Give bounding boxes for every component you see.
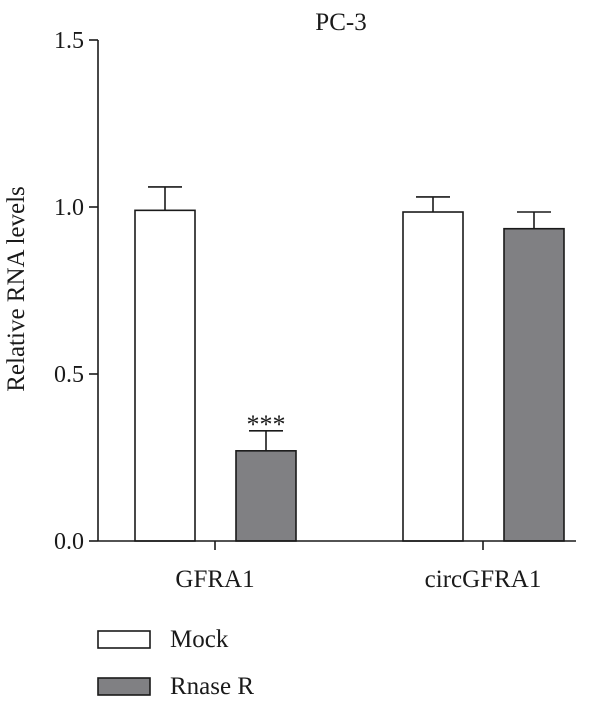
bar-rnase-r-circgfra1 (503, 227, 565, 542)
bar-rnase-r-gfra1 (235, 450, 297, 542)
y-axis-label: Relative RNA levels (3, 186, 30, 392)
y-tick-label: 1.5 (54, 28, 84, 54)
x-tick-label: GFRA1 (175, 566, 254, 593)
significance-label: *** (247, 410, 286, 439)
chart-title: PC-3 (315, 9, 366, 36)
y-tick-label: 0.0 (54, 529, 84, 555)
y-tick-label: 0.5 (54, 362, 84, 388)
x-tick-label: circGFRA1 (425, 566, 542, 593)
axes (97, 40, 576, 542)
y-axis-ticks: 0.0 0.5 1.0 1.5 (54, 28, 98, 555)
legend: Mock Rnase R (97, 626, 254, 700)
bars-group: *** (134, 186, 565, 542)
legend-label: Mock (170, 626, 229, 653)
bar-mock-gfra1 (134, 209, 196, 542)
legend-label: Rnase R (170, 673, 254, 700)
y-tick-label: 1.0 (54, 195, 84, 221)
legend-swatch (97, 677, 151, 696)
bar-mock-circgfra1 (402, 211, 464, 542)
x-axis-labels: GFRA1 circGFRA1 (175, 541, 541, 593)
legend-swatch (97, 630, 151, 649)
